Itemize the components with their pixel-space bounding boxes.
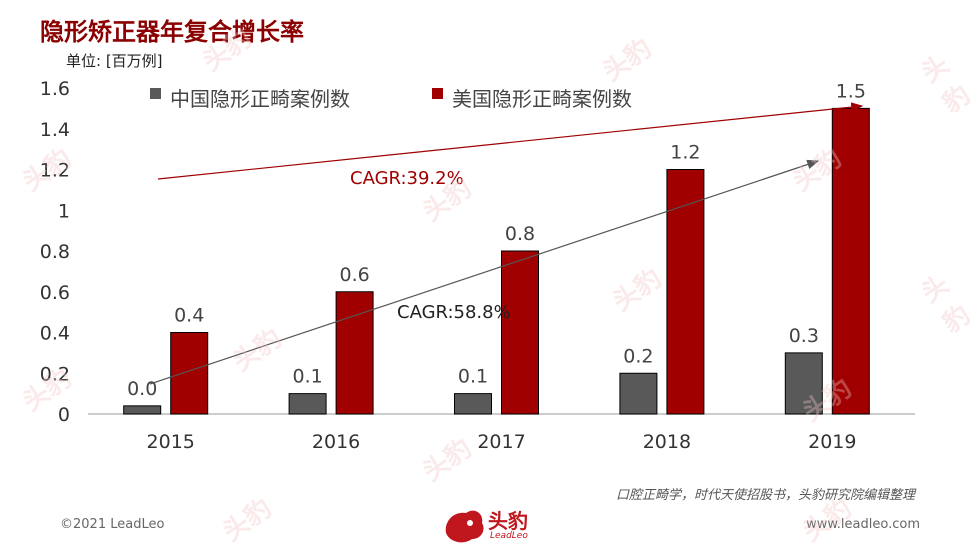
logo-text: 头豹	[488, 509, 528, 533]
y-tick-label: 0.2	[40, 363, 70, 385]
x-tick-label: 2018	[643, 431, 691, 453]
cagr-china-arrow	[149, 159, 820, 385]
leadleo-logo-icon	[445, 510, 484, 543]
y-tick-label: 1.2	[40, 160, 70, 182]
data-label: 0.3	[789, 325, 819, 347]
bar	[123, 405, 162, 415]
legend-label: 美国隐形正畸案例数	[452, 87, 632, 111]
y-tick-label: 0	[58, 404, 70, 426]
source-note: 口腔正畸学，时代天使招股书，头豹研究院编辑整理	[615, 488, 915, 503]
data-label: 0.1	[292, 366, 322, 388]
logo-subtext: LeadLeo	[490, 531, 528, 541]
bar	[784, 352, 823, 415]
cagr-us-arrow	[157, 102, 864, 180]
data-label: 0.0	[127, 378, 157, 400]
data-label: 1.2	[670, 142, 700, 164]
bar	[619, 372, 658, 415]
bar	[454, 393, 492, 415]
bar	[666, 169, 705, 415]
cagr-china-label: CAGR:58.8%	[397, 302, 511, 323]
copyright-text: ©2021 LeadLeo	[60, 517, 165, 532]
bar	[335, 291, 374, 415]
data-label: 1.5	[836, 80, 866, 102]
page-title: 隐形矫正器年复合增长率	[40, 18, 304, 46]
bar	[501, 250, 539, 415]
y-tick-label: 1	[58, 200, 70, 222]
legend-label: 中国隐形正畸案例数	[170, 87, 350, 111]
data-label: 0.2	[623, 345, 653, 367]
website-link[interactable]: www.leadleo.com	[806, 517, 920, 532]
bar	[170, 332, 209, 415]
data-label: 0.1	[458, 366, 488, 388]
x-tick-label: 2019	[808, 431, 856, 453]
legend-swatch	[432, 88, 443, 99]
y-tick-label: 0.4	[40, 323, 70, 345]
y-tick-label: 1.4	[40, 119, 70, 141]
x-tick-label: 2016	[312, 431, 360, 453]
x-tick-label: 2015	[147, 431, 195, 453]
data-label: 0.4	[174, 305, 204, 327]
data-label: 0.8	[505, 223, 535, 245]
y-tick-label: 0.8	[40, 241, 70, 263]
cagr-us-label: CAGR:39.2%	[350, 168, 464, 189]
bar	[288, 393, 327, 415]
y-tick-label: 0.6	[40, 282, 70, 304]
y-tick-label: 1.6	[40, 78, 70, 100]
legend-swatch	[150, 88, 161, 99]
x-tick-label: 2017	[477, 431, 525, 453]
data-label: 0.6	[339, 264, 369, 286]
unit-label: 单位: [百万例]	[66, 52, 163, 70]
bar	[831, 107, 870, 415]
